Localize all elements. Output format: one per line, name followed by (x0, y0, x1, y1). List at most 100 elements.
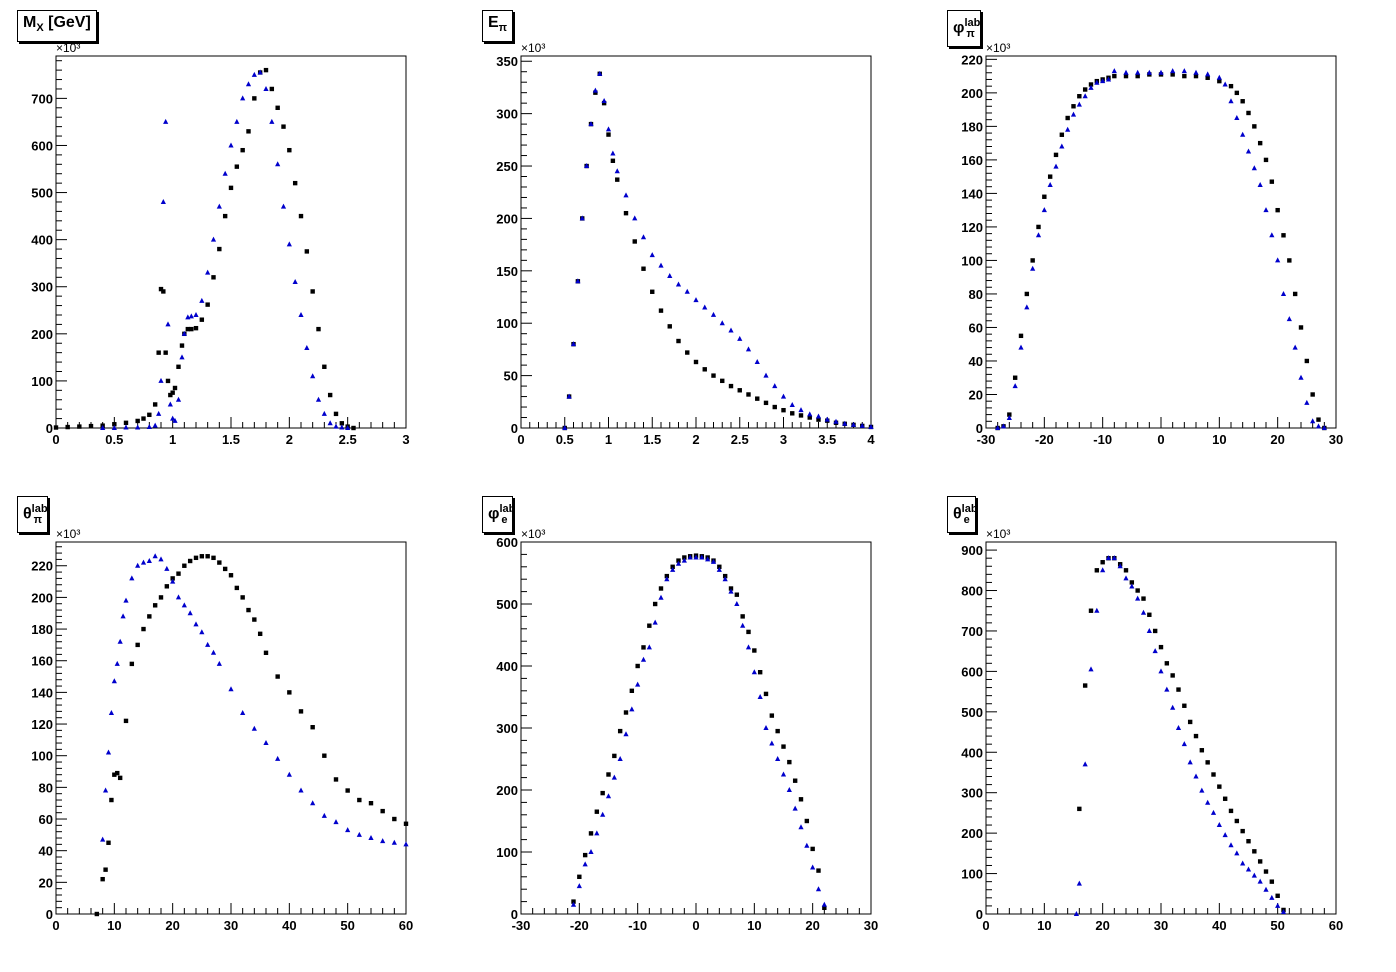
data-point (1006, 414, 1012, 420)
data-point (1217, 78, 1222, 84)
y-tick-label: 400 (496, 659, 518, 674)
data-point (217, 246, 222, 252)
y-tick-label: 200 (961, 86, 983, 101)
data-point (787, 759, 792, 765)
y-tick-label: 100 (496, 316, 518, 331)
y-tick-label: 100 (31, 749, 53, 764)
data-point (571, 899, 576, 904)
data-point (1205, 799, 1211, 805)
data-point (187, 610, 193, 616)
data-point (664, 573, 670, 579)
x-tick-label: 2.5 (731, 432, 749, 447)
data-point (629, 706, 635, 712)
y-tick-label: 350 (496, 54, 518, 69)
data-point (163, 350, 168, 355)
data-point (610, 158, 616, 163)
data-point (77, 424, 82, 429)
data-point (584, 163, 590, 169)
data-point (754, 358, 760, 364)
data-point (1240, 860, 1246, 866)
data-point (146, 557, 152, 563)
y-tick-label: 120 (961, 220, 983, 235)
data-point (257, 69, 263, 75)
data-point (593, 90, 598, 95)
data-point (164, 565, 170, 571)
data-point (1252, 849, 1257, 854)
data-point (189, 326, 194, 332)
data-point (135, 642, 140, 648)
data-point (1024, 291, 1030, 297)
y-tick-label: 500 (496, 597, 518, 612)
data-point (632, 239, 637, 244)
data-point (1304, 399, 1310, 405)
data-point (693, 359, 699, 365)
x-tick-label: -30 (512, 918, 531, 933)
chart-title: φlabπ (947, 10, 981, 47)
data-point (995, 425, 1001, 430)
data-point (740, 622, 746, 628)
data-point (705, 556, 711, 562)
data-point (135, 562, 141, 568)
data-point (205, 269, 211, 275)
data-point (579, 215, 585, 221)
data-point (1141, 596, 1146, 601)
data-point (575, 278, 581, 284)
data-point (287, 690, 292, 695)
data-point (298, 709, 304, 714)
data-point (181, 602, 187, 608)
data-point (1129, 580, 1135, 585)
data-point (1135, 69, 1141, 75)
data-point (745, 346, 752, 352)
data-point (588, 121, 594, 127)
y-tick-label: 600 (31, 138, 53, 153)
data-point (1053, 152, 1059, 158)
data-point (1041, 207, 1047, 213)
data-point (1263, 886, 1269, 892)
chart-plot: 0 10 20 30 40 50 60 0 20 40 60 80 100 120 140 160 180 200… (31, 527, 413, 933)
data-point (1193, 69, 1199, 75)
data-point (717, 564, 722, 569)
data-point (562, 425, 568, 430)
axis-exponent-label: ×10³ (56, 41, 80, 55)
data-point (1298, 374, 1304, 380)
data-point (600, 790, 605, 796)
y-tick-label: 0 (976, 421, 983, 436)
y-tick-label: 20 (39, 875, 53, 890)
axis-exponent-label: ×10³ (521, 41, 545, 55)
data-point (339, 424, 345, 430)
y-tick-label: 0 (511, 421, 518, 436)
chart-panel-mx: MX [GeV] 0 0.5 1 1.5 2 2.5 3 0 100 200 300 400 500 60… (0, 0, 465, 486)
data-point (786, 787, 792, 792)
data-point (667, 273, 673, 279)
data-point (1205, 760, 1210, 765)
y-tick-label: 120 (31, 717, 53, 732)
data-point (693, 297, 699, 303)
series-0 (562, 71, 874, 431)
x-tick-label: 3.5 (818, 432, 836, 447)
axis-exponent-label: ×10³ (986, 41, 1010, 55)
data-point (94, 911, 100, 917)
data-point (1135, 588, 1140, 593)
data-point (252, 96, 257, 101)
data-point (321, 812, 327, 818)
data-point (1170, 68, 1176, 74)
y-tick-label: 300 (496, 721, 518, 736)
x-tick-label: 0 (1157, 432, 1164, 447)
data-point (1073, 911, 1080, 916)
data-point (117, 775, 123, 781)
data-point (745, 644, 752, 650)
data-point (1240, 99, 1245, 104)
data-point (650, 289, 655, 294)
data-point (600, 811, 606, 817)
y-tick-label: 800 (961, 584, 983, 599)
data-point (676, 558, 681, 563)
data-point (345, 788, 350, 793)
data-point (1257, 182, 1263, 188)
data-point (623, 710, 629, 715)
data-point (316, 326, 321, 332)
data-point (772, 383, 778, 389)
data-point (156, 410, 162, 416)
data-point (1176, 687, 1181, 692)
data-point (720, 378, 725, 384)
data-point (292, 279, 298, 285)
